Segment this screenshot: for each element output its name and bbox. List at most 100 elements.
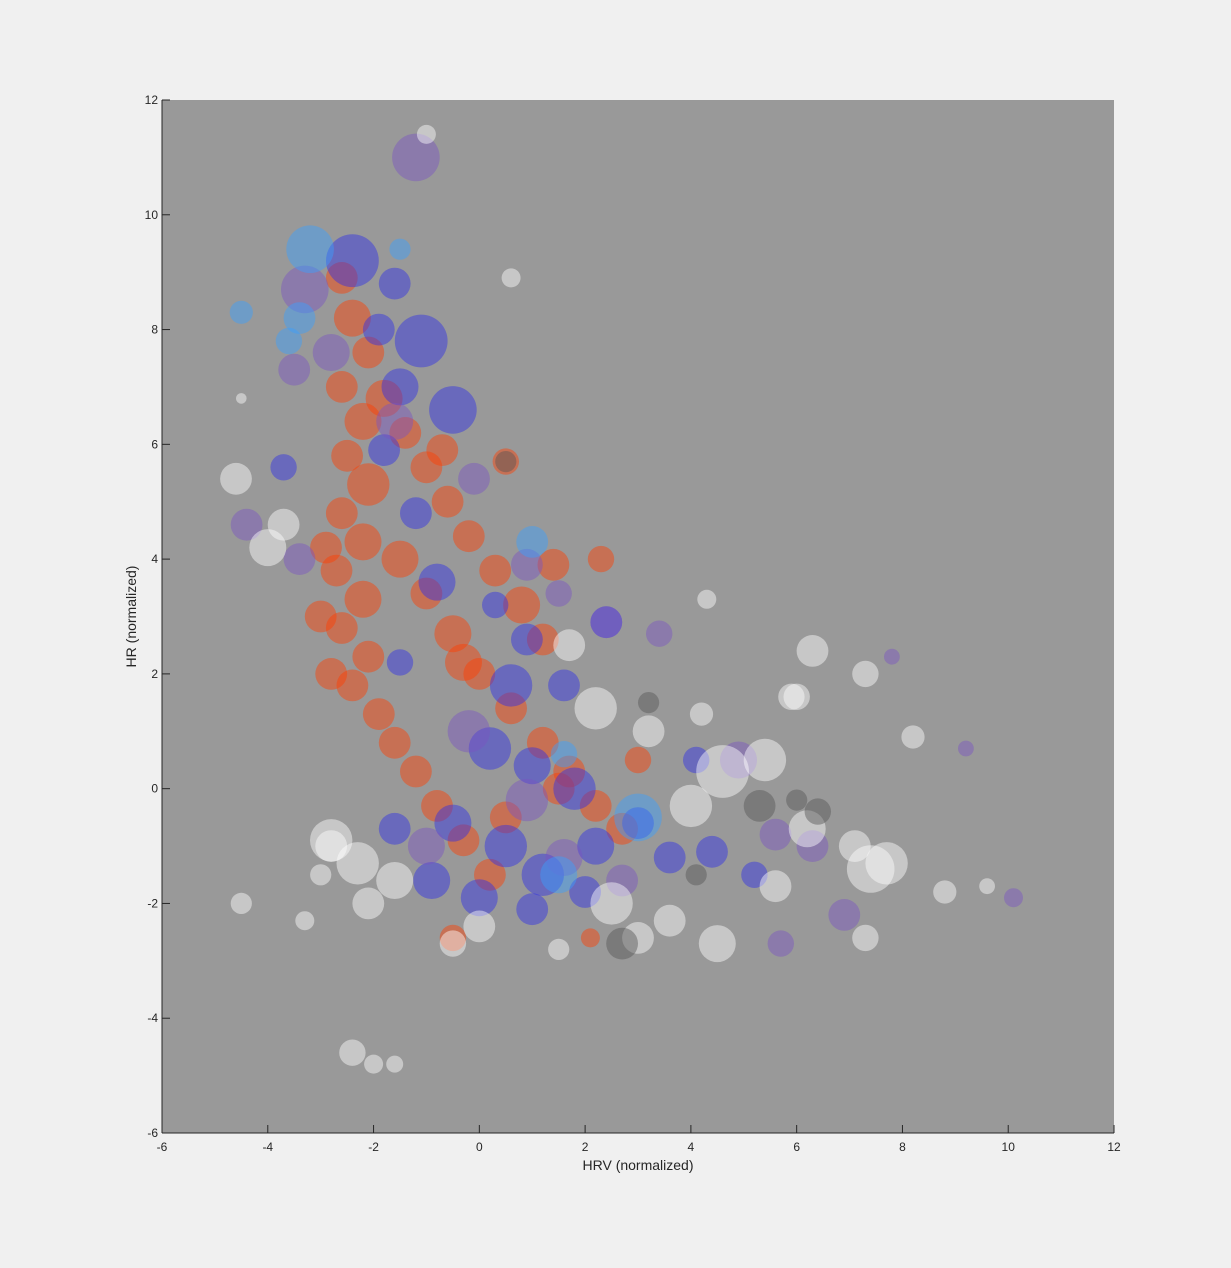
scatter-point xyxy=(229,300,253,324)
scatter-point xyxy=(622,922,654,954)
scatter-point xyxy=(376,862,414,899)
scatter-point xyxy=(381,368,419,406)
x-tick-label: 6 xyxy=(793,1140,800,1154)
scatter-point xyxy=(484,824,527,868)
scatter-point xyxy=(381,540,419,578)
plot-area xyxy=(162,100,1114,1133)
scatter-point xyxy=(606,864,638,897)
scatter-point xyxy=(326,234,379,288)
scatter-point xyxy=(344,523,382,561)
y-axis-ticks: -6 -4 -2 0 2 4 6 8 10 12 xyxy=(145,93,170,1140)
scatter-point xyxy=(590,882,633,925)
scatter-point xyxy=(389,238,411,260)
scatter-point xyxy=(624,746,652,774)
y-tick-label: 2 xyxy=(151,667,158,681)
scatter-point xyxy=(846,845,895,893)
scatter-point xyxy=(386,1055,404,1073)
scatter-point xyxy=(325,371,358,403)
scatter-point xyxy=(304,600,337,633)
series-2 xyxy=(230,133,1023,957)
scatter-point xyxy=(614,793,662,842)
scatter-point xyxy=(418,563,456,601)
scatter-point xyxy=(606,812,638,845)
scatter-point xyxy=(336,669,369,702)
scatter-point xyxy=(389,417,422,449)
y-tick-label: 10 xyxy=(145,208,159,222)
scatter-point xyxy=(545,839,583,876)
scatter-point xyxy=(501,268,521,288)
scatter-point xyxy=(249,529,287,567)
scatter-point xyxy=(526,726,559,759)
x-tick-label: 10 xyxy=(1002,1140,1016,1154)
scatter-point xyxy=(521,853,564,896)
x-axis-ticks: -6 -4 -2 0 2 4 6 8 10 12 xyxy=(157,1125,1121,1154)
scatter-point xyxy=(759,818,792,851)
scatter-point xyxy=(447,710,490,753)
scatter-point xyxy=(545,580,572,607)
scatter-point xyxy=(590,606,623,639)
scatter-point xyxy=(743,738,787,782)
scatter-point xyxy=(278,353,311,386)
scatter-point xyxy=(698,925,736,963)
scatter-point xyxy=(828,899,861,931)
x-axis-label: HRV (normalized) xyxy=(583,1157,694,1173)
scatter-point xyxy=(295,911,315,931)
scatter-point xyxy=(542,772,575,805)
scatter-point xyxy=(452,520,485,553)
scatter-point xyxy=(310,531,342,564)
axes xyxy=(161,100,1114,1134)
scatter-point xyxy=(587,545,615,573)
scatter-point xyxy=(553,767,596,810)
scatter-point xyxy=(653,904,686,937)
scatter-point xyxy=(796,635,829,667)
scatter-point xyxy=(526,623,559,656)
scatter-point xyxy=(516,526,549,558)
x-tick-label: -6 xyxy=(157,1140,168,1154)
scatter-point xyxy=(511,623,543,656)
scatter-point xyxy=(852,924,879,952)
scatter-point xyxy=(852,660,879,688)
scatter-point xyxy=(275,327,303,355)
scatter-point xyxy=(458,462,490,495)
scatter-point xyxy=(376,402,414,440)
scatter-point xyxy=(468,727,512,770)
scatter-point xyxy=(426,434,459,466)
scatter-point xyxy=(778,683,805,710)
scatter-point xyxy=(283,302,316,334)
series-4 xyxy=(220,124,995,1074)
scatter-point xyxy=(463,910,496,943)
scatter-point xyxy=(429,386,477,434)
scatter-point xyxy=(368,434,400,466)
y-tick-label: 8 xyxy=(151,323,158,337)
scatter-point xyxy=(365,379,403,417)
scatter-point xyxy=(325,612,358,644)
scatter-point xyxy=(865,842,908,885)
scatter-point xyxy=(958,740,974,757)
scatter-point xyxy=(352,640,385,673)
x-tick-label: -4 xyxy=(262,1140,273,1154)
x-tick-label: 8 xyxy=(899,1140,906,1154)
scatter-point xyxy=(352,887,385,920)
scatter-point xyxy=(315,830,348,862)
y-tick-label: -4 xyxy=(147,1011,158,1025)
scatter-point xyxy=(270,454,297,481)
series-3 xyxy=(229,225,662,894)
scatter-point xyxy=(362,698,395,730)
scatter-point xyxy=(230,508,263,541)
scatter-point xyxy=(434,804,472,842)
scatter-point xyxy=(479,554,512,587)
series-0 xyxy=(304,262,652,952)
scatter-point xyxy=(696,835,728,868)
scatter-point xyxy=(325,497,358,530)
scatter-point xyxy=(410,577,443,610)
y-tick-label: 4 xyxy=(151,552,158,566)
scatter-point xyxy=(421,790,453,822)
scatter-point xyxy=(933,880,957,904)
scatter-point xyxy=(537,548,570,581)
scatter-point xyxy=(548,938,570,961)
scatter-point xyxy=(495,692,527,725)
scatter-point xyxy=(347,463,390,506)
scatter-point xyxy=(495,451,517,473)
scatter-point xyxy=(392,133,440,182)
scatter-point xyxy=(283,543,316,575)
